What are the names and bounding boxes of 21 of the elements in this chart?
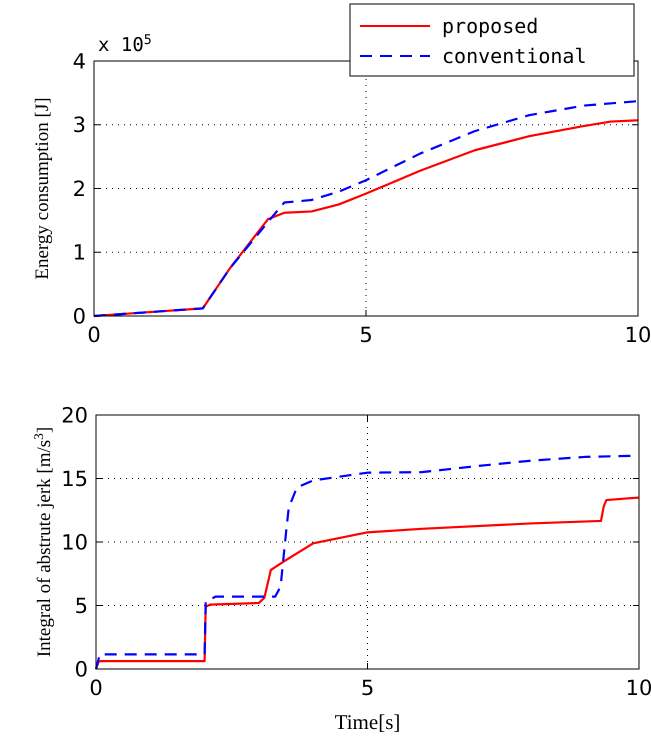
y-tick-label: 10 — [61, 530, 88, 554]
legend-label: proposed — [442, 14, 538, 38]
line-series — [94, 496, 640, 670]
y-tick-label: 20 — [61, 403, 88, 428]
x-tick-label: 5 — [359, 323, 373, 347]
x-axis-title: Time[s] — [334, 710, 400, 734]
x-tick-label: 10 — [626, 676, 651, 700]
y-tick-label: 1 — [72, 240, 86, 265]
y-tick-label: 3 — [72, 113, 86, 138]
y-tick-label: 5 — [74, 594, 88, 618]
y-tick-label: 4 — [72, 49, 86, 74]
x-tick-label: 5 — [360, 676, 374, 700]
y-tick-label: 15 — [61, 466, 88, 491]
text: x 10$^{5}$ — [98, 32, 152, 56]
y-tick-label: 0 — [74, 657, 88, 682]
y-axis-title: Energy consumption [J] — [32, 97, 53, 280]
y-tick-label: 0 — [72, 304, 86, 328]
y-tick-label: 2 — [72, 176, 86, 201]
x-tick-label: 10 — [624, 323, 651, 347]
legend-label: conventional — [442, 44, 586, 68]
x-tick-label: 0 — [89, 676, 103, 700]
